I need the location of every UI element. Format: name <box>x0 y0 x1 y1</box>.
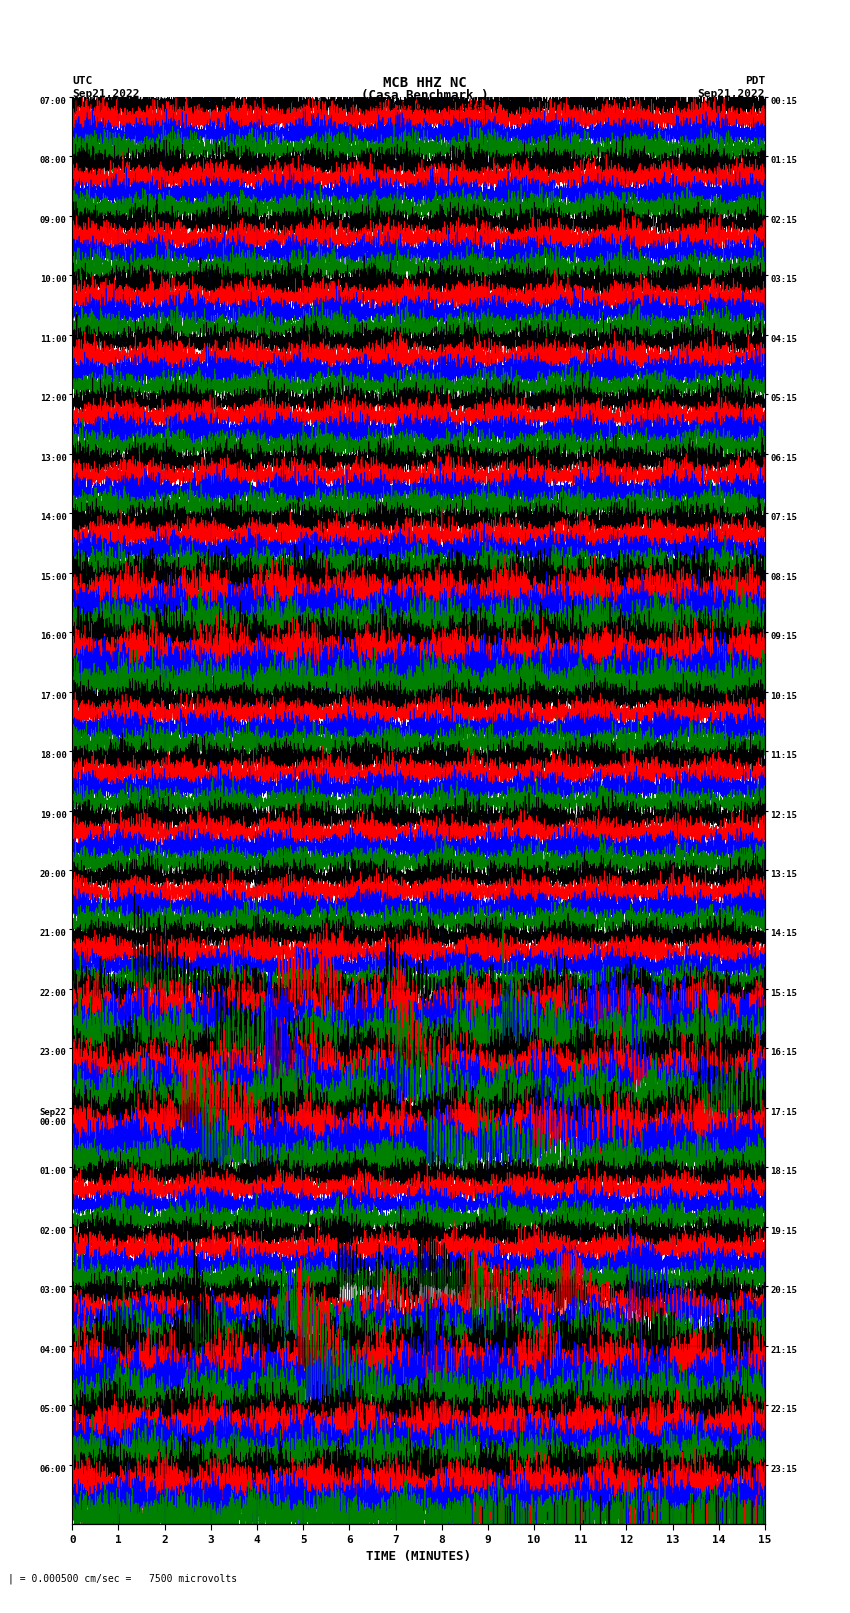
Text: | = 0.000500 cm/sec =   7500 microvolts: | = 0.000500 cm/sec = 7500 microvolts <box>8 1573 238 1584</box>
Text: | = 0.000500 cm/sec: | = 0.000500 cm/sec <box>361 102 489 113</box>
Text: (Casa Benchmark ): (Casa Benchmark ) <box>361 89 489 102</box>
Text: Sep21,2022: Sep21,2022 <box>698 89 765 98</box>
Text: MCB HHZ NC: MCB HHZ NC <box>383 76 467 90</box>
Text: UTC: UTC <box>72 76 93 85</box>
Text: Sep21,2022: Sep21,2022 <box>72 89 139 98</box>
X-axis label: TIME (MINUTES): TIME (MINUTES) <box>366 1550 471 1563</box>
Text: PDT: PDT <box>745 76 765 85</box>
